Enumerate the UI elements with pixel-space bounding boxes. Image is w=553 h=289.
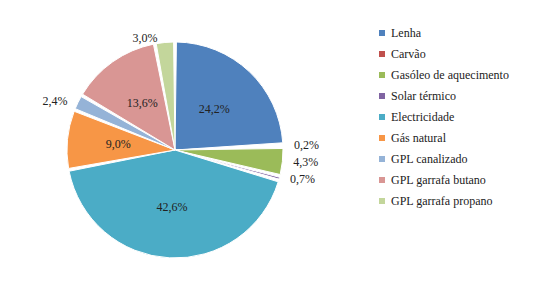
svg-text:GPL canalizado: GPL canalizado [391, 152, 468, 166]
svg-text:0,2%: 0,2% [294, 138, 319, 152]
svg-text:4,3%: 4,3% [293, 155, 318, 169]
svg-text:24,2%: 24,2% [199, 102, 230, 116]
svg-text:3,0%: 3,0% [132, 31, 157, 45]
svg-text:9,0%: 9,0% [106, 137, 131, 151]
svg-text:13,6%: 13,6% [127, 96, 158, 110]
svg-text:Carvão: Carvão [391, 47, 426, 61]
svg-text:0,7%: 0,7% [290, 172, 315, 186]
svg-text:GPL garrafa butano: GPL garrafa butano [391, 173, 486, 187]
svg-text:42,6%: 42,6% [157, 200, 188, 214]
svg-text:Gasóleo de aquecimento: Gasóleo de aquecimento [391, 68, 509, 82]
svg-text:GPL garrafa propano: GPL garrafa propano [391, 194, 493, 208]
svg-text:Lenha: Lenha [391, 26, 422, 40]
svg-text:Gás natural: Gás natural [391, 131, 447, 145]
svg-text:Solar térmico: Solar térmico [391, 89, 456, 103]
svg-text:Electricidade: Electricidade [391, 110, 454, 124]
svg-text:2,4%: 2,4% [42, 94, 67, 108]
